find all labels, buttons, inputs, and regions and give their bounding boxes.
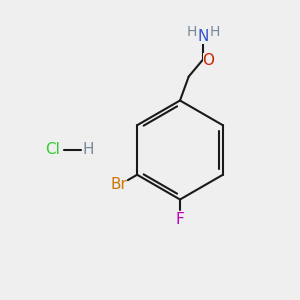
Text: Br: Br [110,177,127,192]
Text: H: H [83,142,94,158]
Text: H: H [209,25,220,39]
Text: F: F [176,212,184,226]
Text: O: O [202,53,214,68]
Text: Cl: Cl [45,142,60,158]
Text: H: H [187,25,197,39]
Text: N: N [197,29,209,44]
